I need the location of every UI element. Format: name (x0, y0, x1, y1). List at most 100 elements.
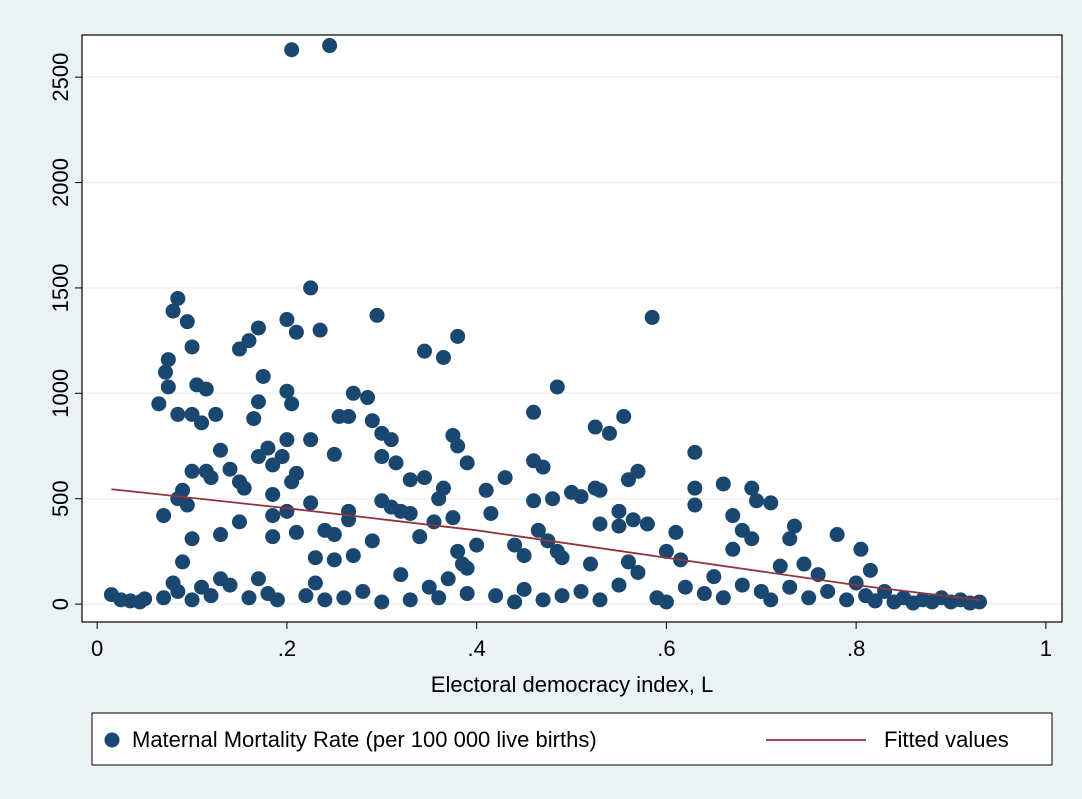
scatter-point (445, 510, 461, 526)
scatter-point (630, 564, 646, 580)
scatter-point (279, 312, 295, 328)
scatter-point (611, 503, 627, 519)
scatter-point (179, 314, 195, 330)
scatter-point (312, 322, 328, 338)
scatter-point (611, 577, 627, 593)
scatter-point (421, 579, 437, 595)
scatter-point (160, 379, 176, 395)
scatter-point (284, 474, 300, 490)
scatter-point (772, 558, 788, 574)
scatter-point (374, 449, 390, 465)
scatter-point (165, 303, 181, 319)
y-tick-label: 500 (48, 480, 73, 517)
scatter-point (279, 383, 295, 399)
scatter-point (198, 381, 214, 397)
scatter-point (829, 527, 845, 543)
scatter-point (288, 524, 304, 540)
scatter-point (360, 390, 376, 406)
scatter-point (820, 583, 836, 599)
scatter-point (573, 583, 589, 599)
scatter-point (402, 472, 418, 488)
scatter-point (801, 590, 817, 606)
scatter-point (156, 590, 172, 606)
scatter-point (601, 425, 617, 441)
scatter-point (440, 571, 456, 587)
scatter-point (592, 482, 608, 498)
scatter-point (170, 491, 186, 507)
scatter-point (862, 562, 878, 578)
scatter-point (222, 577, 238, 593)
scatter-point (782, 579, 798, 595)
scatter-point (265, 508, 281, 524)
scatter-point (530, 522, 546, 538)
scatter-point (848, 575, 864, 591)
scatter-point (265, 486, 281, 502)
scatter-point (170, 290, 186, 306)
scatter-point (582, 556, 598, 572)
scatter-point (208, 406, 224, 422)
scatter-point (231, 341, 247, 357)
scatter-point (786, 518, 802, 534)
scatter-point (364, 413, 380, 429)
scatter-point (535, 592, 551, 608)
scatter-point (303, 280, 319, 296)
scatter-point (867, 593, 883, 609)
scatter-point (971, 594, 987, 610)
scatter-point (265, 529, 281, 545)
scatter-point (184, 531, 200, 547)
scatter-point (725, 508, 741, 524)
scatter-point (687, 497, 703, 513)
scatter-point (507, 594, 523, 610)
scatter-point (279, 432, 295, 448)
scatter-point (744, 480, 760, 496)
scatter-point (450, 328, 466, 344)
scatter-point (715, 476, 731, 492)
scatter-point (516, 581, 532, 597)
scatter-point (478, 482, 494, 498)
plot-border (81, 34, 1063, 623)
scatter-point (393, 567, 409, 583)
x-tick-label: .6 (657, 636, 675, 661)
scatter-point (274, 449, 290, 465)
scatter-point (241, 590, 257, 606)
scatter-point (435, 480, 451, 496)
scatter-point (231, 514, 247, 530)
scatter-point (184, 339, 200, 355)
scatter-point (355, 583, 371, 599)
scatter-point (853, 541, 869, 557)
x-tick-label: 0 (91, 636, 103, 661)
y-tick-label: 0 (48, 598, 73, 610)
scatter-point (284, 42, 300, 58)
scatter-point (402, 505, 418, 521)
scatter-point (402, 592, 418, 608)
scatter-point (639, 516, 655, 532)
scatter-point (630, 463, 646, 479)
scatter-point (706, 569, 722, 585)
scatter-point (658, 594, 674, 610)
scatter-point (696, 586, 712, 602)
scatter-point (782, 531, 798, 547)
scatter-point (488, 588, 504, 604)
scatter-point (554, 550, 570, 566)
scatter-point (435, 349, 451, 365)
scatter-point (687, 444, 703, 460)
legend-label: Maternal Mortality Rate (per 100 000 liv… (132, 727, 597, 752)
scatter-point (625, 512, 641, 528)
scatter-point (203, 588, 219, 604)
scatter-point (175, 554, 191, 570)
scatter-point (497, 470, 513, 486)
scatter-point (545, 491, 561, 507)
x-tick-label: 1 (1040, 636, 1052, 661)
legend (91, 712, 1053, 766)
scatter-point (450, 438, 466, 454)
scatter-point (298, 588, 314, 604)
scatter-point (744, 531, 760, 547)
scatter-point (611, 518, 627, 534)
scatter-point (763, 495, 779, 511)
scatter-point (587, 419, 603, 435)
scatter-point (250, 449, 266, 465)
scatter-point (184, 592, 200, 608)
scatter-point (374, 594, 390, 610)
legend-label: Fitted values (884, 727, 1009, 752)
